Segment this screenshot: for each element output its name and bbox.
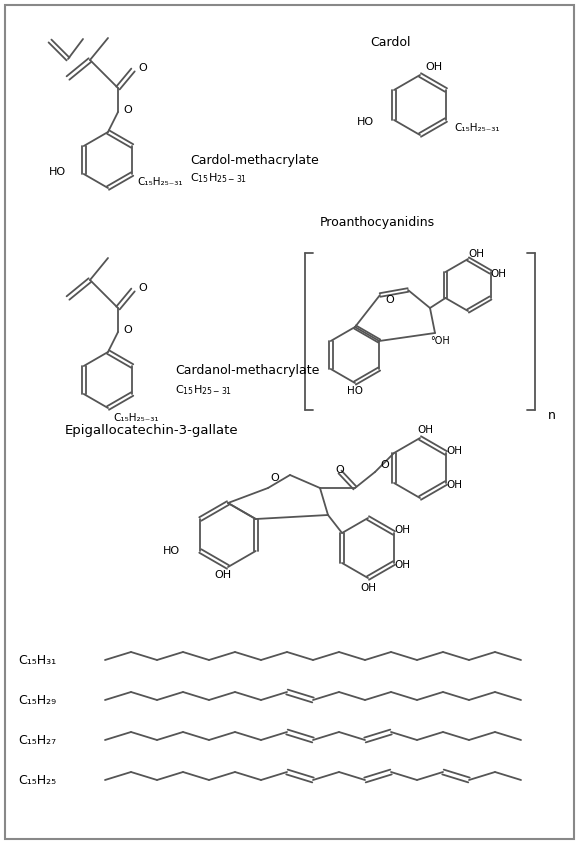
Text: OH: OH [468,249,484,259]
Text: Cardol-methacrylate: Cardol-methacrylate [190,154,319,166]
Text: O: O [138,283,148,293]
Text: C$_{15}$H$_{25-31}$: C$_{15}$H$_{25-31}$ [190,171,247,185]
Text: HO: HO [347,386,363,396]
Text: OH: OH [446,446,462,456]
Text: HO: HO [357,117,374,127]
Text: C₁₅H₃₁: C₁₅H₃₁ [18,653,56,667]
Text: O: O [124,325,133,335]
Text: C₁₅H₂₉: C₁₅H₂₉ [18,694,56,706]
Text: OH: OH [426,62,442,72]
Text: C$_{15}$H$_{25-31}$: C$_{15}$H$_{25-31}$ [175,383,232,397]
Text: O: O [124,105,133,115]
Text: C₁₅H₂₅: C₁₅H₂₅ [18,773,56,787]
Text: HO: HO [163,546,180,556]
Text: Cardanol-methacrylate: Cardanol-methacrylate [175,364,320,376]
Text: C₁₅H₂₅₋₃₁: C₁₅H₂₅₋₃₁ [113,413,159,423]
Text: Epigallocatechin-3-gallate: Epigallocatechin-3-gallate [65,424,239,436]
Text: OH: OH [446,480,462,490]
Text: OH: OH [490,269,507,279]
Text: Proanthocyanidins: Proanthocyanidins [320,215,435,229]
Text: O: O [138,63,148,73]
Text: OH: OH [360,583,376,593]
Text: OH: OH [394,525,410,535]
Text: OH: OH [214,570,232,580]
Text: O: O [270,473,280,483]
Text: O: O [386,295,394,305]
Text: °OH: °OH [430,336,450,346]
Text: C₁₅H₂₅₋₃₁: C₁₅H₂₅₋₃₁ [137,177,183,187]
Text: n: n [548,408,556,421]
Text: O: O [380,460,389,470]
Text: HO: HO [49,167,66,177]
Text: C₁₅H₂₇: C₁₅H₂₇ [18,733,56,746]
Text: Cardol: Cardol [370,35,411,48]
Text: OH: OH [417,425,433,435]
Text: O: O [336,465,345,475]
Text: C₁₅H₂₅₋₃₁: C₁₅H₂₅₋₃₁ [454,123,500,133]
Text: OH: OH [394,560,410,570]
